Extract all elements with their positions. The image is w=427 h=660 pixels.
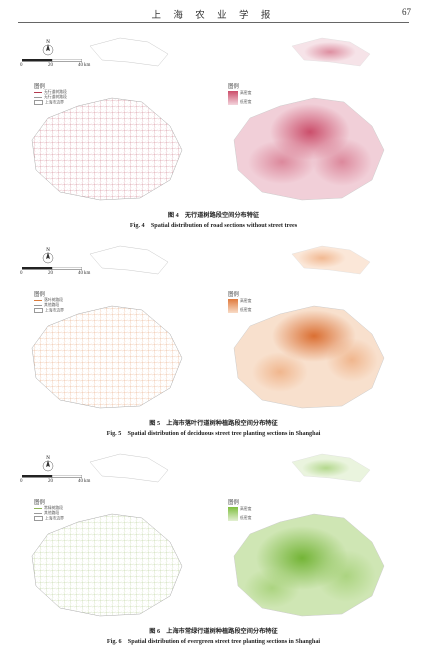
figure-caption-en: Fig. 6 Spatial distribution of evergreen… bbox=[106, 638, 321, 645]
legend-item: 上海市边界 bbox=[34, 516, 64, 521]
density-low-label: 低密度 bbox=[240, 516, 252, 520]
figure-caption-en: Fig. 4 Spatial distribution of road sect… bbox=[129, 222, 298, 229]
scale-tick-0: 0 bbox=[20, 271, 23, 276]
road-map-left bbox=[31, 37, 183, 201]
north-label: N bbox=[46, 456, 50, 461]
road-map-left bbox=[31, 453, 183, 617]
density-map-right bbox=[233, 37, 385, 201]
scale-tick-20: 20 bbox=[48, 63, 53, 68]
scale-tick-0: 0 bbox=[20, 479, 23, 484]
legend-title: 图例 bbox=[34, 84, 45, 90]
density-legend-title: 图例 bbox=[228, 500, 239, 506]
density-ramp bbox=[228, 507, 238, 521]
scale-bar: 0 20 40 km bbox=[20, 267, 90, 277]
scale-tick-40: 40 bbox=[78, 63, 83, 68]
legend-item: 上海市边界 bbox=[34, 100, 64, 105]
density-legend-title: 图例 bbox=[228, 292, 239, 298]
legend-item: 无行道树路段 bbox=[34, 95, 67, 100]
figure-caption-cn: 图 5 上海市落叶行道树种植路段空间分布特征 bbox=[149, 420, 278, 427]
density-low-label: 低密度 bbox=[240, 100, 252, 104]
scale-unit: km bbox=[84, 271, 91, 276]
density-low-label: 低密度 bbox=[240, 308, 252, 312]
north-arrow-icon: N bbox=[40, 38, 56, 63]
journal-title: 上 海 农 业 学 报 bbox=[151, 11, 276, 21]
scale-tick-20: 20 bbox=[48, 271, 53, 276]
legend-item: 上海市边界 bbox=[34, 308, 64, 313]
header-rule bbox=[18, 22, 409, 23]
legend-item: 其他路段 bbox=[34, 303, 59, 308]
density-map-right bbox=[233, 245, 385, 409]
figure-caption-cn: 图 6 上海市常绿行道树种植路段空间分布特征 bbox=[149, 628, 278, 635]
density-high-label: 高密度 bbox=[240, 507, 252, 511]
figure-6: N 0 20 40 km 图例 常绿树路段 其他路段 上海市边界 图例 高密度 … bbox=[0, 446, 427, 656]
north-label: N bbox=[46, 40, 50, 45]
scale-tick-40: 40 bbox=[78, 479, 83, 484]
legend-item: 其他路段 bbox=[34, 511, 59, 516]
scale-unit: km bbox=[84, 63, 91, 68]
density-legend-title: 图例 bbox=[228, 84, 239, 90]
north-arrow-icon: N bbox=[40, 246, 56, 271]
density-map-right bbox=[233, 453, 385, 617]
figure-caption-cn: 图 4 无行道树路段空间分布特征 bbox=[167, 212, 260, 219]
figure-4: N 0 20 40 km 图例 无行道树路段 无行道树路段 上海市边界 图例 高… bbox=[0, 30, 427, 235]
scale-unit: km bbox=[84, 479, 91, 484]
page-number: 67 bbox=[402, 7, 411, 17]
scale-tick-0: 0 bbox=[20, 63, 23, 68]
legend-item: 无行道树路段 bbox=[34, 90, 67, 95]
scale-bar: 0 20 40 km bbox=[20, 59, 90, 69]
density-ramp bbox=[228, 299, 238, 313]
density-high-label: 高密度 bbox=[240, 299, 252, 303]
north-label: N bbox=[46, 248, 50, 253]
figure-caption-en: Fig. 5 Spatial distribution of deciduous… bbox=[106, 430, 321, 437]
page-header: 上 海 农 业 学 报 67 bbox=[0, 0, 427, 26]
scale-tick-40: 40 bbox=[78, 271, 83, 276]
north-arrow-icon: N bbox=[40, 454, 56, 479]
legend-title: 图例 bbox=[34, 292, 45, 298]
road-map-left bbox=[31, 245, 183, 409]
figure-5: N 0 20 40 km 图例 落叶树路段 其他路段 上海市边界 图例 高密度 … bbox=[0, 238, 427, 443]
density-high-label: 高密度 bbox=[240, 91, 252, 95]
legend-title: 图例 bbox=[34, 500, 45, 506]
legend-item: 常绿树路段 bbox=[34, 506, 63, 511]
scale-bar: 0 20 40 km bbox=[20, 475, 90, 485]
legend-item: 落叶树路段 bbox=[34, 298, 63, 303]
density-ramp bbox=[228, 91, 238, 105]
scale-tick-20: 20 bbox=[48, 479, 53, 484]
